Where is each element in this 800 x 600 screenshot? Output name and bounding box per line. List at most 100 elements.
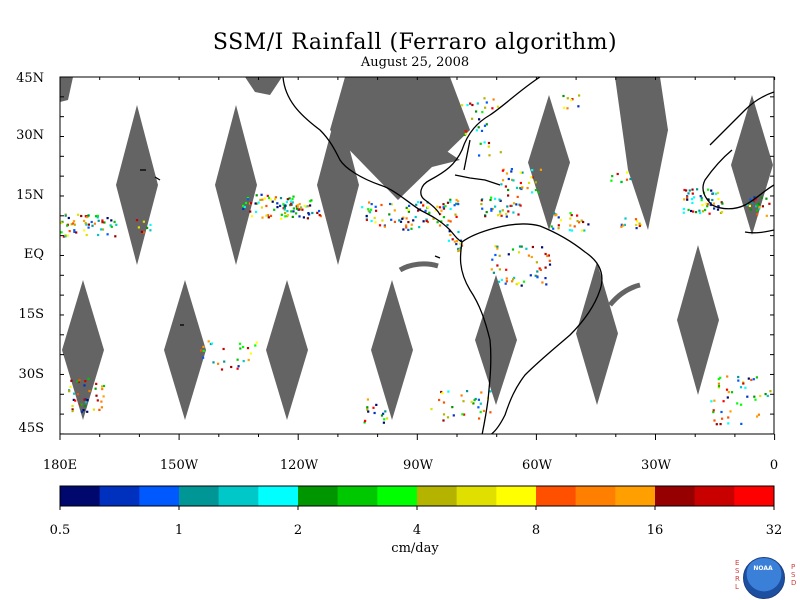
rain-pixel [740,403,743,406]
rain-pixel [260,193,263,196]
rain-pixel [84,405,87,408]
rain-pixel [426,220,429,224]
rain-pixel [283,208,286,211]
rain-pixel [484,106,487,109]
rain-pixel [761,205,764,208]
rain-pixel [282,203,285,206]
rain-pixel [638,222,641,225]
rain-pixel [279,197,283,200]
rain-pixel [530,176,533,179]
rain-pixel [87,226,90,229]
rain-pixel [438,206,442,209]
rain-pixel [291,198,294,201]
rain-pixel [460,394,463,397]
rain-pixel [71,404,74,408]
rain-pixel [73,230,76,233]
rain-pixel [721,211,724,214]
rain-pixel [500,183,503,186]
rain-pixel [485,211,488,214]
lat-label: 15N [16,188,44,203]
rain-pixel [296,205,299,208]
colorbar-swatch [456,486,497,506]
rain-pixel [238,342,242,345]
rain-pixel [758,207,761,210]
rain-pixel [522,280,526,283]
rain-pixel [283,206,286,210]
rain-pixel [487,141,491,145]
rain-pixel [499,210,502,213]
rain-pixel [366,408,369,411]
rain-pixel [94,387,97,390]
rain-pixel [137,226,140,229]
rain-pixel [384,410,387,413]
rain-pixel [498,268,501,271]
rain-pixel [686,195,689,198]
rain-pixel [519,171,522,174]
rain-pixel [69,385,72,388]
rain-pixel [501,179,505,182]
rain-pixel [367,208,370,211]
colorbar-swatch [496,486,537,506]
rain-pixel [77,213,80,216]
rain-pixel [307,212,310,215]
rain-pixel [490,268,493,271]
rain-pixel [455,215,458,218]
rain-pixel [247,358,250,362]
rain-pixel [106,233,109,236]
rain-pixel [267,216,270,219]
rain-pixel [719,423,722,426]
rain-pixel [501,169,504,172]
rain-pixel [276,202,279,205]
rain-pixel [479,410,482,414]
rain-pixel [686,198,689,201]
rain-pixel [534,274,537,277]
rain-pixel [749,198,752,201]
rain-pixel [303,204,306,208]
rain-pixel [60,221,63,224]
rain-pixel [242,204,245,207]
rain-pixel [295,207,299,210]
rain-pixel [629,177,632,181]
rain-pixel [299,206,303,210]
rain-pixel [477,406,480,409]
lat-label: 30S [18,367,44,382]
rain-pixel [298,215,301,218]
rain-pixel [494,245,497,248]
rain-pixel [380,203,383,207]
rain-pixel [499,151,502,154]
rain-pixel [368,211,372,214]
rain-pixel [489,198,492,202]
rain-pixel [66,224,69,227]
rain-pixel [483,141,486,144]
rain-pixel [505,172,509,175]
rain-pixel [620,225,623,228]
rain-pixel [309,200,312,203]
rain-pixel [480,199,483,202]
rain-pixel [82,409,85,412]
rain-pixel [473,399,476,402]
rain-pixel [753,395,756,398]
rain-pixel [285,200,288,204]
rain-pixel [276,206,279,209]
rain-pixel [505,268,508,271]
rain-pixel [710,400,713,403]
rain-pixel [67,216,70,220]
rain-pixel [370,219,373,223]
colorbar [59,485,775,510]
rain-pixel [370,208,373,211]
rain-pixel [682,207,685,211]
rain-pixel [498,254,501,257]
rain-pixel [769,390,772,393]
rain-pixel [699,195,702,198]
rain-pixel [100,406,103,409]
rain-pixel [289,200,292,203]
rain-pixel [415,203,418,206]
rain-pixel [271,200,274,203]
rain-pixel [478,417,481,420]
rain-pixel [102,384,106,388]
rain-pixel [687,208,690,211]
rain-pixel [485,101,488,104]
rain-pixel [692,210,695,213]
rain-pixel [454,213,457,216]
rain-pixel [142,220,145,223]
